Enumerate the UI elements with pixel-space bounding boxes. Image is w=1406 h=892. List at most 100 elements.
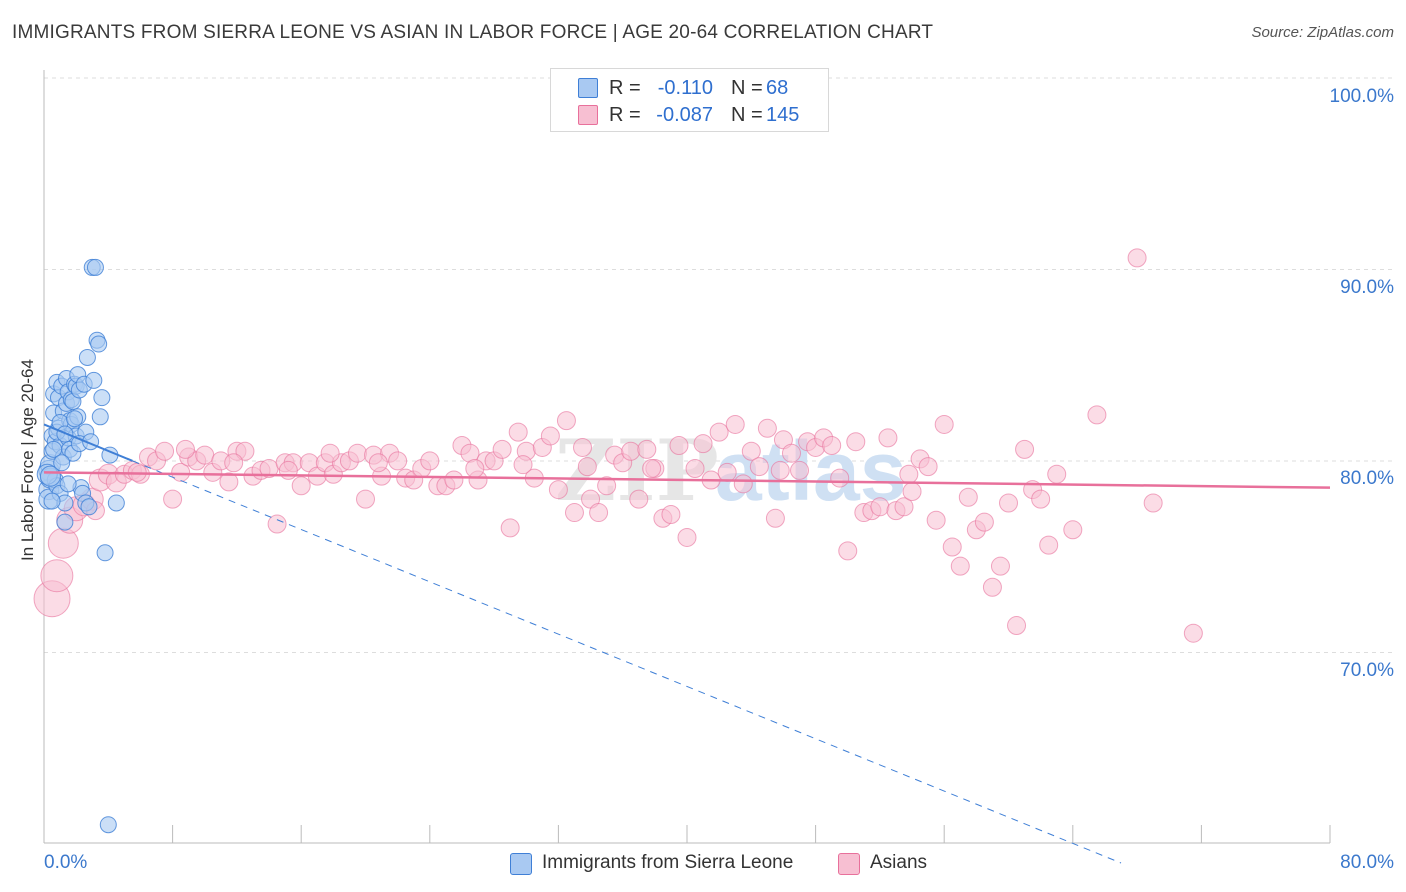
data-point-asians bbox=[1039, 535, 1059, 555]
data-point-asians bbox=[770, 460, 790, 480]
data-point-asians bbox=[1007, 616, 1027, 636]
data-point-sierra-leone bbox=[85, 371, 103, 389]
data-point-asians bbox=[556, 411, 576, 431]
data-point-asians bbox=[934, 414, 954, 434]
trend-line-sierra-leone bbox=[43, 423, 133, 462]
data-point-sierra-leone bbox=[59, 475, 77, 493]
data-point-asians bbox=[709, 422, 729, 442]
trend-lines bbox=[43, 423, 1331, 864]
data-point-asians bbox=[958, 487, 978, 507]
data-point-asians bbox=[757, 418, 777, 438]
legend-row-sierra-leone: R = -0.110 N = 68 bbox=[551, 75, 828, 101]
data-point-asians bbox=[368, 453, 388, 473]
y-tick-70: 70.0% bbox=[1340, 660, 1394, 681]
data-point-asians bbox=[685, 459, 705, 479]
legend-r-value: -0.087 bbox=[656, 104, 713, 126]
data-point-asians bbox=[749, 457, 769, 477]
data-point-asians bbox=[781, 443, 801, 463]
data-point-asians bbox=[942, 537, 962, 557]
y-axis-label: In Labor Force | Age 20-64 bbox=[18, 359, 37, 561]
data-point-asians bbox=[564, 503, 584, 523]
legend-n-label: N = bbox=[731, 77, 763, 99]
data-point-asians bbox=[40, 559, 74, 593]
x-tick-max: 80.0% bbox=[1340, 852, 1394, 873]
data-point-asians bbox=[621, 441, 641, 461]
data-point-asians bbox=[717, 462, 737, 482]
data-point-asians bbox=[492, 439, 512, 459]
data-point-asians bbox=[629, 489, 649, 509]
data-point-asians bbox=[589, 503, 609, 523]
legend-label: Asians bbox=[870, 852, 928, 873]
data-point-asians bbox=[974, 512, 994, 532]
data-point-asians bbox=[669, 436, 689, 456]
series-legend: Immigrants from Sierra Leone Asians bbox=[0, 852, 1406, 878]
data-point-asians bbox=[573, 437, 593, 457]
data-point-asians bbox=[320, 443, 340, 463]
trend-line-asians bbox=[43, 471, 1331, 489]
data-point-asians bbox=[548, 480, 568, 500]
data-point-sierra-leone bbox=[56, 513, 74, 531]
data-point-asians bbox=[899, 464, 919, 484]
data-point-sierra-leone bbox=[99, 816, 117, 834]
data-point-asians bbox=[790, 460, 810, 480]
legend-label: Immigrants from Sierra Leone bbox=[542, 852, 794, 873]
data-point-asians bbox=[894, 497, 914, 517]
data-point-asians bbox=[677, 527, 697, 547]
data-point-sierra-leone bbox=[90, 335, 108, 353]
data-point-asians bbox=[878, 428, 898, 448]
trend-line-sierra-leone-extended bbox=[132, 460, 1122, 864]
data-point-asians bbox=[175, 439, 195, 459]
data-point-asians bbox=[1031, 489, 1051, 509]
y-tick-100: 100.0% bbox=[1329, 86, 1394, 107]
data-point-sierra-leone bbox=[53, 454, 71, 472]
data-point-asians bbox=[661, 504, 681, 524]
data-point-sierra-leone bbox=[96, 544, 114, 562]
legend-n-value: 145 bbox=[766, 104, 800, 126]
legend-r-label: R = bbox=[609, 104, 641, 126]
data-point-asians bbox=[267, 514, 287, 534]
data-point-sierra-leone bbox=[91, 408, 109, 426]
data-point-asians bbox=[1063, 520, 1083, 540]
data-point-asians bbox=[902, 481, 922, 501]
data-point-asians bbox=[741, 441, 761, 461]
data-point-asians bbox=[235, 441, 255, 461]
data-point-asians bbox=[765, 508, 785, 528]
data-point-asians bbox=[420, 451, 440, 471]
data-point-asians bbox=[171, 462, 191, 482]
series-sierra-leone bbox=[36, 258, 125, 834]
data-point-asians bbox=[540, 426, 560, 446]
legend-row-asians: R = -0.087 N = 145 bbox=[551, 102, 828, 128]
data-point-asians bbox=[444, 470, 464, 490]
data-point-asians bbox=[830, 468, 850, 488]
data-point-asians bbox=[725, 414, 745, 434]
legend-swatch-blue bbox=[510, 853, 532, 875]
data-point-asians bbox=[1047, 464, 1067, 484]
data-point-asians bbox=[597, 476, 617, 496]
correlation-legend: R = -0.110 N = 68 R = -0.087 N = 145 bbox=[550, 68, 829, 132]
data-point-asians bbox=[224, 453, 244, 473]
data-point-asians bbox=[822, 436, 842, 456]
grid-lines bbox=[44, 77, 1395, 653]
data-point-asians bbox=[1143, 493, 1163, 513]
data-point-asians bbox=[347, 443, 367, 463]
chart-title: IMMIGRANTS FROM SIERRA LEONE VS ASIAN IN… bbox=[12, 22, 934, 43]
data-point-sierra-leone bbox=[93, 389, 111, 407]
data-point-asians bbox=[637, 439, 657, 459]
legend-swatch-pink bbox=[578, 105, 598, 125]
series-asians bbox=[33, 248, 1203, 643]
data-point-asians bbox=[163, 489, 183, 509]
legend-r-value: -0.110 bbox=[657, 77, 713, 99]
data-point-asians bbox=[513, 455, 533, 475]
data-point-asians bbox=[733, 474, 753, 494]
data-point-asians bbox=[1015, 439, 1035, 459]
data-point-asians bbox=[577, 457, 597, 477]
data-point-asians bbox=[195, 445, 215, 465]
data-point-sierra-leone bbox=[45, 440, 63, 458]
data-point-asians bbox=[846, 432, 866, 452]
data-point-asians bbox=[999, 493, 1018, 513]
legend-swatch-pink bbox=[838, 853, 860, 875]
y-tick-80: 80.0% bbox=[1340, 468, 1394, 489]
source-label: Source: ZipAtlas.com bbox=[1251, 24, 1394, 41]
data-point-asians bbox=[950, 556, 970, 576]
